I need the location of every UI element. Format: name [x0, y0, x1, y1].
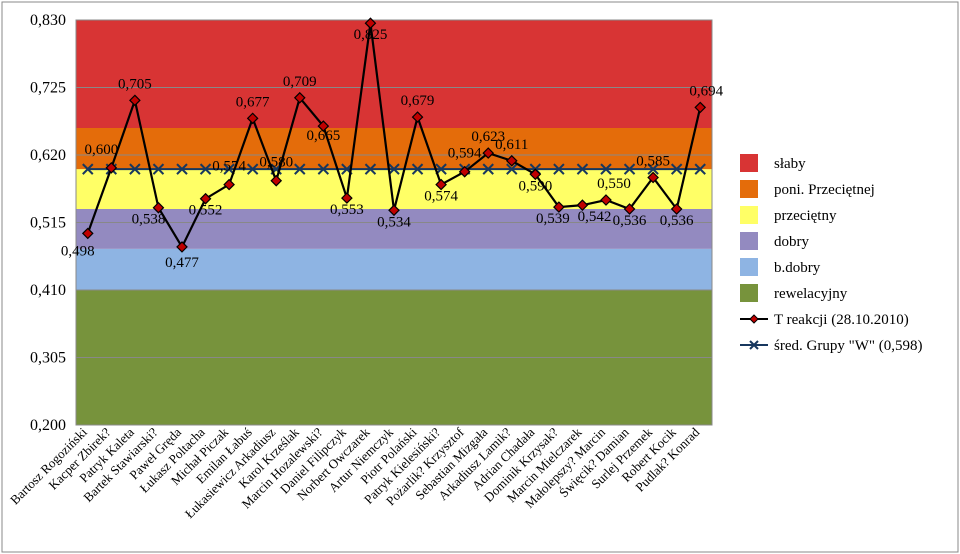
reaction-value-label: 0,536 [613, 213, 647, 229]
x-category-labels: Bartosz RogozińskiKacper Zbirek?Patryk K… [7, 424, 703, 521]
reaction-value-label: 0,550 [597, 176, 631, 192]
reaction-value-label: 0,574 [212, 159, 246, 175]
y-tick-label: 0,725 [30, 80, 66, 97]
y-tick-label: 0,515 [30, 215, 66, 232]
reaction-value-label: 0,542 [578, 209, 612, 225]
legend-swatch [740, 232, 758, 250]
reaction-value-label: 0,574 [424, 189, 458, 205]
reaction-value-label: 0,600 [84, 142, 118, 158]
legend-label: b.dobry [774, 260, 821, 276]
legend: słaby poni. Przeciętnej przeciętny dobry b.d… [740, 154, 922, 354]
band-slaby [76, 20, 712, 128]
legend-swatch [740, 180, 758, 198]
reaction-value-label: 0,590 [518, 178, 552, 194]
legend-swatch [740, 206, 758, 224]
reaction-value-label: 0,611 [495, 137, 528, 153]
reaction-value-label: 0,694 [689, 83, 723, 99]
reaction-value-label: 0,585 [636, 154, 670, 170]
legend-swatch [740, 258, 758, 276]
reaction-value-label: 0,677 [236, 94, 270, 110]
y-tick-label: 0,200 [30, 417, 66, 434]
y-tick-label: 0,410 [30, 282, 66, 299]
legend-swatch [740, 154, 758, 172]
legend-label: przeciętny [774, 208, 837, 224]
reaction-value-label: 0,709 [283, 74, 317, 90]
reaction-value-label: 0,705 [118, 76, 152, 92]
legend-label: rewelacyjny [774, 286, 848, 302]
reaction-value-label: 0,539 [536, 211, 570, 227]
reaction-time-chart: 0,200 0,305 0,410 0,515 0,620 0,725 0,830 0,498… [0, 0, 960, 554]
reaction-value-label: 0,498 [61, 243, 95, 259]
reaction-value-label: 0,534 [377, 214, 411, 230]
reaction-value-label: 0,536 [660, 213, 694, 229]
reaction-value-label: 0,553 [330, 202, 364, 218]
reaction-value-label: 0,679 [401, 93, 435, 109]
legend-label: poni. Przeciętnej [774, 182, 875, 198]
reaction-value-label: 0,580 [259, 155, 293, 171]
reaction-value-label: 0,665 [306, 128, 340, 144]
reaction-value-label: 0,825 [354, 27, 388, 43]
legend-swatch [740, 284, 758, 302]
legend-label: T reakcji (28.10.2010) [774, 312, 909, 328]
y-tick-label: 0,830 [30, 12, 66, 29]
legend-label: śred. Grupy "W" (0,598) [774, 338, 922, 354]
band-poni_przec [76, 128, 712, 169]
reaction-value-label: 0,477 [165, 255, 199, 271]
legend-label: dobry [774, 234, 809, 250]
y-tick-label: 0,305 [30, 350, 66, 367]
y-tick-label: 0,620 [30, 147, 66, 164]
reaction-value-label: 0,552 [189, 203, 223, 219]
chart-svg: 0,200 0,305 0,410 0,515 0,620 0,725 0,830 0,498… [0, 0, 960, 554]
reaction-value-label: 0,538 [132, 212, 166, 228]
reaction-value-label: 0,594 [448, 146, 482, 162]
legend-label: słaby [774, 156, 806, 172]
